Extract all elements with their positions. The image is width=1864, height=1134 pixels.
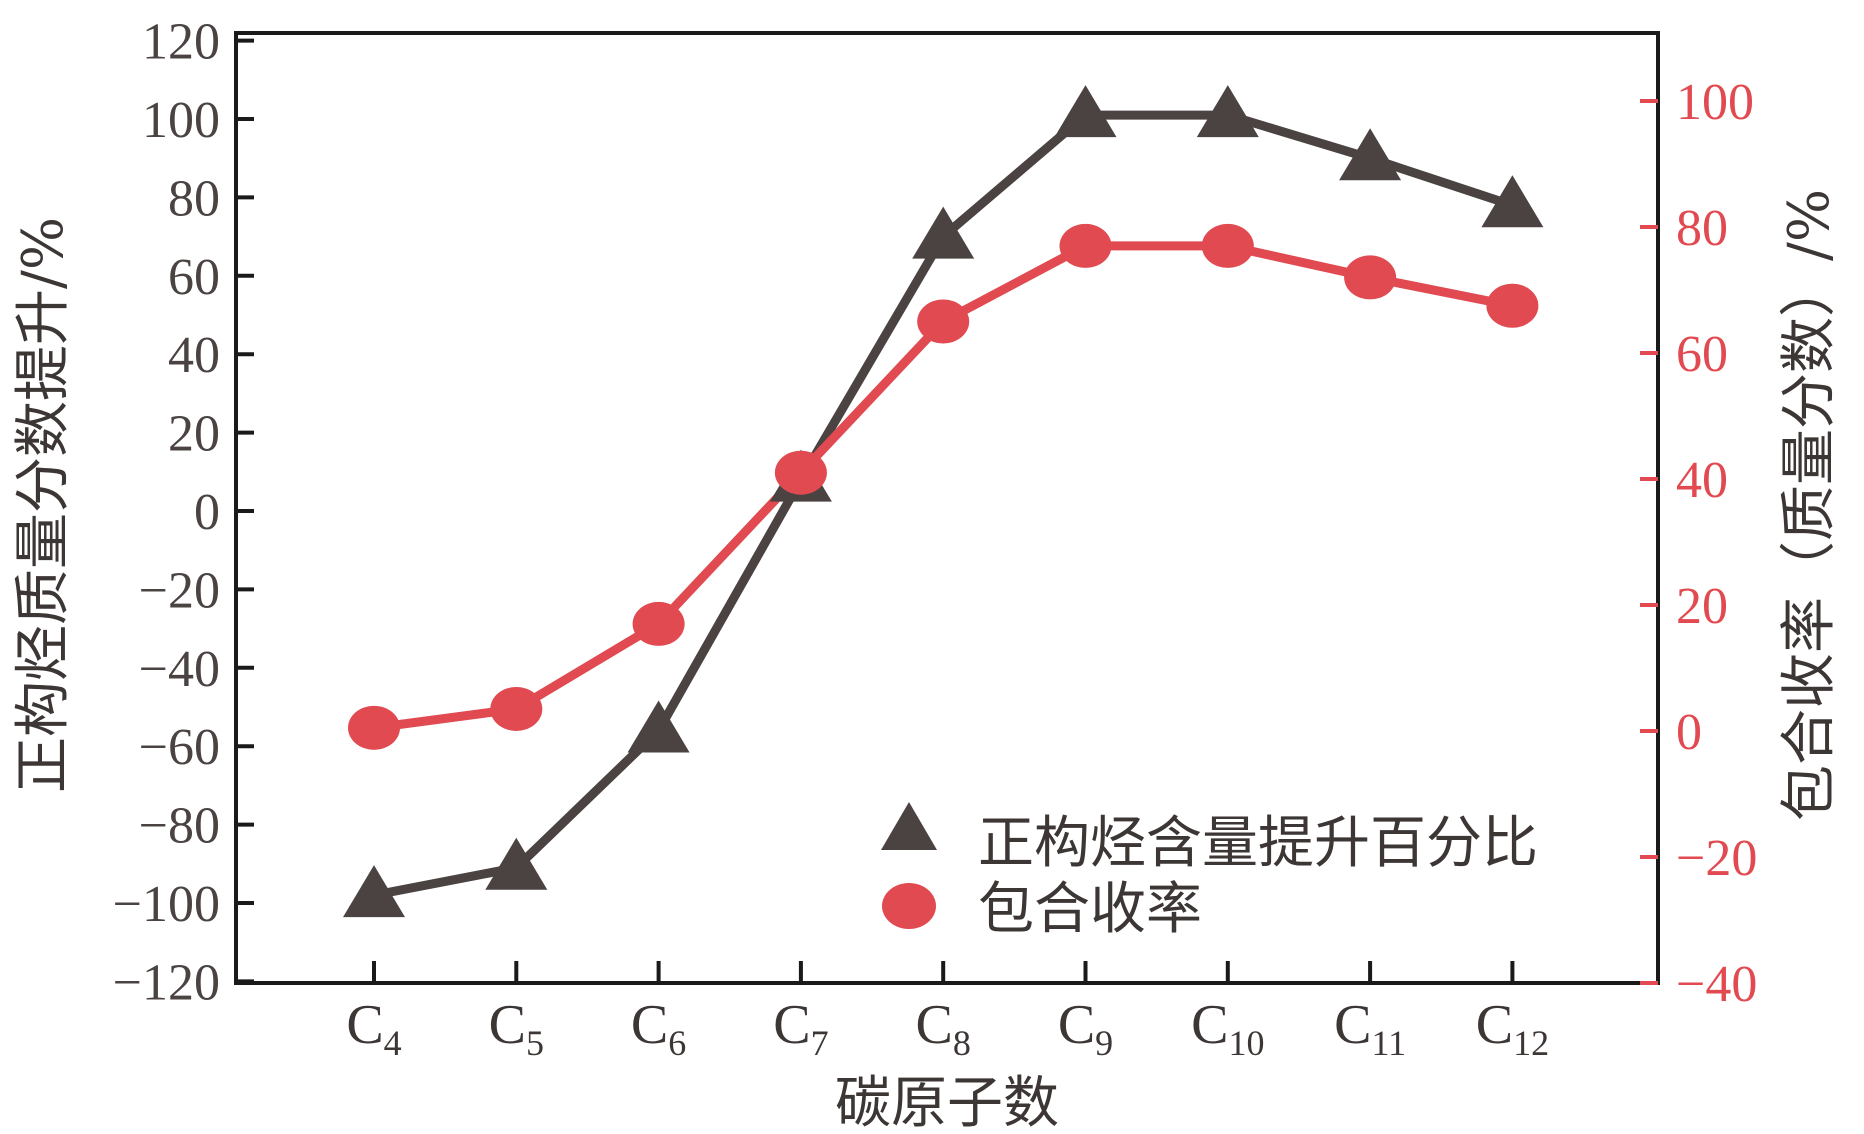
right-tick-label: −40 <box>1676 956 1757 1013</box>
left-tick-label: −40 <box>139 641 220 698</box>
left-tick-label: 80 <box>168 170 220 227</box>
left-tick-label: −120 <box>113 954 220 1011</box>
legend-label-series-2: 包合收率 <box>978 877 1202 942</box>
x-tick-label: C8 <box>916 994 971 1063</box>
right-tick-label: 0 <box>1676 704 1702 761</box>
left-tick-label: 40 <box>168 327 220 384</box>
right-tick-label: 40 <box>1676 452 1728 509</box>
series-2-point <box>632 601 685 646</box>
x-axis: C4 C5 C6 C7 C8 C9 C10 C11 C12 <box>346 961 1549 1063</box>
left-y-axis-title: 正构烃质量分数提升/% <box>11 217 76 793</box>
left-tick-label: −20 <box>139 562 220 619</box>
series-2-point <box>1201 223 1254 268</box>
legend: 正构烃含量提升百分比 包合收率 <box>881 802 1538 942</box>
right-y-axis: 100 80 60 40 20 0 −20 −40 <box>1640 74 1757 1013</box>
legend-marker-circle <box>882 883 936 929</box>
plot-frame <box>234 31 1660 985</box>
right-tick-label: 80 <box>1676 200 1728 257</box>
left-tick-label: 120 <box>142 14 220 71</box>
series-1-point <box>912 206 975 259</box>
series-1-point <box>627 700 690 753</box>
x-axis-title: 碳原子数 <box>835 1071 1059 1134</box>
series-2-point <box>1059 223 1112 268</box>
series-layer <box>343 85 1544 918</box>
x-tick-label: C6 <box>631 994 686 1063</box>
right-y-axis-title: 包合收率（质量分数）/% <box>1777 189 1842 821</box>
left-tick-label: −60 <box>139 719 220 776</box>
left-tick-label: 20 <box>168 406 220 463</box>
left-tick-label: −80 <box>139 798 220 855</box>
left-tick-label: 100 <box>142 92 220 149</box>
series-1-point <box>1481 175 1544 228</box>
series-2-point <box>917 299 970 344</box>
legend-label-series-1: 正构烃含量提升百分比 <box>978 811 1538 876</box>
x-tick-label: C11 <box>1334 994 1406 1063</box>
series-1-point <box>1196 85 1259 138</box>
legend-marker-triangle <box>881 802 937 850</box>
series-2-point <box>1344 255 1397 300</box>
right-tick-label: −20 <box>1676 830 1757 887</box>
x-tick-label: C9 <box>1058 994 1113 1063</box>
left-tick-label: −100 <box>113 876 220 933</box>
series-2-point <box>348 705 400 750</box>
x-tick-label: C4 <box>346 994 401 1063</box>
series-1-point <box>485 837 548 890</box>
series-2-point <box>490 686 543 731</box>
series-2-point <box>1486 283 1539 328</box>
right-tick-label: 20 <box>1676 578 1728 635</box>
left-tick-label: 0 <box>194 484 220 541</box>
right-tick-label: 100 <box>1676 74 1754 131</box>
left-tick-label: 60 <box>168 249 220 306</box>
x-tick-label: C7 <box>773 994 828 1063</box>
series-1-point <box>1054 85 1117 138</box>
x-tick-label: C10 <box>1191 994 1264 1063</box>
left-y-axis: 120 100 80 60 40 20 0 −20 −40 −60 −80 −100 −120 <box>113 14 254 1011</box>
series-2-point <box>774 450 827 495</box>
x-tick-label: C5 <box>489 994 544 1063</box>
x-tick-label: C12 <box>1476 994 1549 1063</box>
right-tick-label: 60 <box>1676 326 1728 383</box>
series-1-point <box>343 865 405 918</box>
series-1-point <box>1339 128 1402 181</box>
